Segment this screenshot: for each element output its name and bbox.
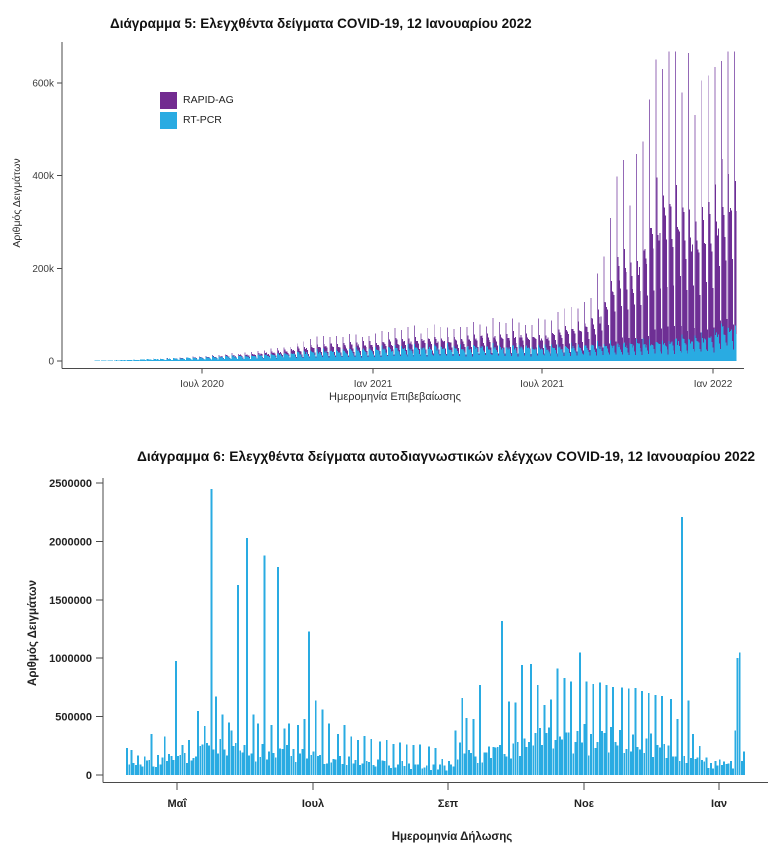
- y-tick-label: 400k: [32, 171, 55, 182]
- chart6-y-axis-title: Αριθμός Δειγμάτων: [27, 580, 39, 686]
- chart5-x-axis-title: Ημερομηνία Επιβεβαίωσης: [329, 391, 461, 403]
- chart6-bars: [126, 488, 746, 775]
- x-tick-label: Νοε: [574, 798, 595, 810]
- chart6-x-ticks: Μαΐ Ιουλ Σεπ Νοε Ιαν: [168, 782, 727, 810]
- chart5-x-ticks: Ιουλ 2020 Ιαν 2021 Ιουλ 2021 Ιαν 2022: [180, 368, 733, 390]
- chart6-y-ticks: 0 500000 1000000 1500000 2000000 2500000: [49, 478, 103, 782]
- x-tick-label: Ιαν: [711, 798, 727, 810]
- y-tick-label: 0: [48, 357, 54, 368]
- x-tick-label: Ιουλ 2021: [520, 379, 564, 390]
- legend-swatch-rt-pcr: [160, 111, 177, 129]
- x-tick-label: Ιουλ 2020: [180, 379, 224, 390]
- y-tick-label: 0: [86, 770, 92, 782]
- x-tick-label: Ιαν 2021: [354, 379, 393, 390]
- chart5-legend: RAPID-AG RT-PCR: [160, 90, 234, 130]
- y-tick-label: 2500000: [49, 478, 92, 490]
- chart6-title: Διάγραμμα 6: Ελεγχθέντα δείγματα αυτοδια…: [137, 449, 756, 464]
- y-tick-label: 1000000: [49, 653, 92, 665]
- legend-swatch-rapid-ag: [160, 91, 177, 109]
- y-tick-label: 500000: [55, 712, 92, 724]
- legend-row-rapid-ag: RAPID-AG: [160, 90, 234, 110]
- legend-label-rt-pcr: RT-PCR: [183, 114, 222, 126]
- x-tick-label: Ιαν 2022: [694, 379, 733, 390]
- chart6: 0 500000 1000000 1500000 2000000 2500000 Μαΐ Ιο…: [49, 478, 768, 810]
- legend-row-rt-pcr: RT-PCR: [160, 110, 234, 130]
- chart6-x-axis-title: Ημερομηνία Δήλωσης: [391, 831, 513, 843]
- chart6-axes: [102, 478, 768, 783]
- chart5-y-ticks: 0 200k 400k 600k: [32, 79, 62, 368]
- chart5-y-axis-title: Αριθμός Δειγμάτων: [11, 158, 23, 248]
- y-tick-label: 200k: [32, 264, 55, 275]
- chart5-axes: [61, 42, 744, 369]
- x-tick-label: Μαΐ: [168, 798, 188, 810]
- chart5-title: Διάγραμμα 5: Ελεγχθέντα δείγματα COVID-1…: [110, 16, 532, 31]
- legend-label-rapid-ag: RAPID-AG: [183, 94, 234, 106]
- y-tick-label: 600k: [32, 79, 55, 90]
- y-tick-label: 2000000: [49, 536, 92, 548]
- x-tick-label: Ιουλ: [302, 798, 324, 810]
- x-tick-label: Σεπ: [438, 798, 459, 810]
- chart5-bars: [94, 51, 737, 361]
- y-tick-label: 1500000: [49, 595, 92, 607]
